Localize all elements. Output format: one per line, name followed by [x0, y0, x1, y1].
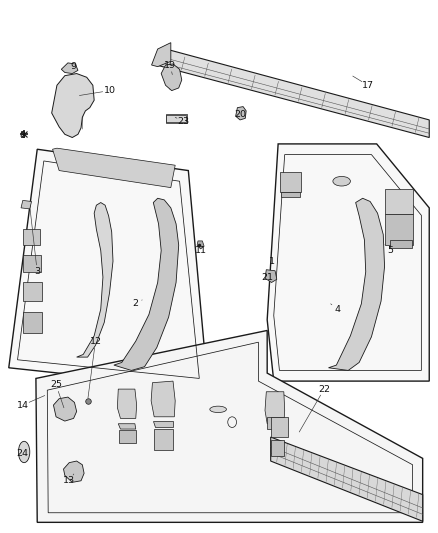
Bar	[385, 214, 413, 245]
Polygon shape	[151, 381, 175, 417]
Polygon shape	[161, 64, 182, 91]
Bar	[166, 115, 186, 122]
Bar	[166, 114, 187, 123]
Polygon shape	[64, 461, 84, 482]
Text: 21: 21	[261, 273, 273, 281]
Polygon shape	[117, 389, 137, 418]
Text: 4: 4	[334, 305, 340, 313]
Bar	[271, 440, 284, 456]
Polygon shape	[153, 421, 173, 427]
Polygon shape	[236, 107, 246, 120]
Polygon shape	[267, 144, 429, 381]
Text: 3: 3	[34, 268, 40, 276]
Text: 24: 24	[17, 449, 29, 457]
Text: 12: 12	[89, 337, 102, 345]
Bar	[23, 229, 40, 245]
Text: 19: 19	[164, 61, 176, 69]
Polygon shape	[61, 63, 78, 74]
Text: 1: 1	[268, 257, 275, 265]
Bar	[267, 417, 284, 429]
Text: 8: 8	[20, 132, 26, 140]
Bar	[23, 255, 41, 272]
Bar	[119, 430, 136, 443]
Text: 2: 2	[133, 300, 139, 308]
Polygon shape	[197, 241, 204, 249]
Text: 13: 13	[63, 477, 75, 485]
Text: 9: 9	[71, 62, 77, 71]
Polygon shape	[114, 198, 179, 370]
Polygon shape	[9, 149, 208, 389]
Polygon shape	[36, 330, 423, 522]
Text: 22: 22	[318, 385, 330, 393]
Bar	[281, 192, 300, 197]
Polygon shape	[21, 200, 32, 209]
Polygon shape	[77, 203, 113, 357]
Polygon shape	[118, 424, 136, 429]
Text: 14: 14	[17, 401, 29, 409]
Ellipse shape	[210, 406, 226, 413]
Text: 10: 10	[103, 86, 116, 95]
Polygon shape	[53, 397, 77, 421]
Polygon shape	[265, 392, 285, 424]
Bar	[280, 172, 301, 192]
Bar	[390, 240, 412, 248]
Text: 23: 23	[177, 117, 189, 126]
Ellipse shape	[333, 176, 350, 186]
Bar	[23, 312, 42, 333]
Polygon shape	[152, 48, 429, 138]
Polygon shape	[328, 198, 385, 370]
Text: 5: 5	[387, 246, 393, 255]
Bar	[154, 429, 173, 450]
Text: 17: 17	[362, 81, 374, 90]
Text: 11: 11	[194, 246, 207, 255]
Bar	[271, 417, 288, 437]
Text: 20: 20	[234, 110, 246, 119]
Bar	[385, 189, 413, 214]
Polygon shape	[52, 74, 94, 138]
Polygon shape	[53, 148, 175, 188]
Polygon shape	[265, 270, 277, 282]
Text: 25: 25	[50, 381, 62, 389]
Polygon shape	[152, 43, 171, 67]
Polygon shape	[271, 437, 423, 521]
Bar	[23, 282, 42, 301]
Ellipse shape	[18, 441, 30, 463]
